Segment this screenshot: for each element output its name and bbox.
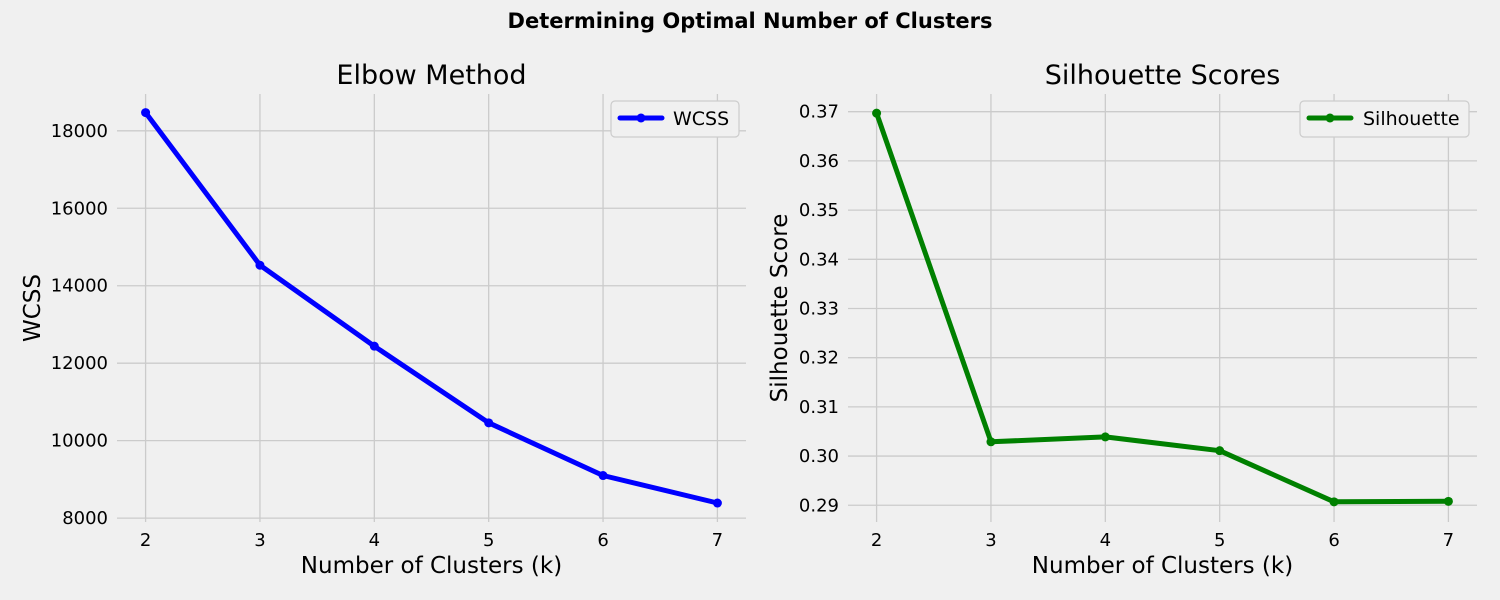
silhouette-y-tick-label: 0.29 xyxy=(799,495,839,516)
elbow-x-tick-label: 3 xyxy=(254,530,265,551)
elbow-gridlines xyxy=(117,94,746,522)
silhouette-x-axis-label: Number of Clusters (k) xyxy=(1032,553,1293,579)
elbow-data-point xyxy=(369,341,379,351)
elbow-x-axis-label: Number of Clusters (k) xyxy=(301,553,562,579)
silhouette-data-point xyxy=(1329,497,1339,507)
elbow-x-tick-label: 5 xyxy=(483,530,494,551)
silhouette-x-tick-label: 7 xyxy=(1443,530,1454,551)
elbow-data-point xyxy=(598,471,608,481)
elbow-x-tick-label: 4 xyxy=(369,530,380,551)
elbow-y-tick-label: 10000 xyxy=(51,431,108,452)
silhouette-data-point xyxy=(1100,432,1110,442)
elbow-data-point xyxy=(141,108,151,118)
silhouette-x-tick-label: 4 xyxy=(1100,530,1111,551)
elbow-y-tick-label: 18000 xyxy=(51,121,108,142)
elbow-data-point xyxy=(255,260,265,270)
elbow-y-tick-label: 16000 xyxy=(51,198,108,219)
elbow-legend: WCSS xyxy=(610,100,740,138)
figure-title: Determining Optimal Number of Clusters xyxy=(508,9,993,33)
elbow-series xyxy=(141,108,722,508)
silhouette-y-tick-label: 0.35 xyxy=(799,200,839,221)
silhouette-data-point xyxy=(872,108,882,118)
silhouette-y-tick-label: 0.33 xyxy=(799,298,839,319)
elbow-series-line xyxy=(143,110,720,506)
elbow-y-tick-label: 14000 xyxy=(51,276,108,297)
elbow-x-tick-labels: 2 3 4 5 6 7 xyxy=(140,530,723,551)
silhouette-title: Silhouette Scores xyxy=(1045,60,1281,91)
silhouette-y-tick-label: 0.37 xyxy=(799,102,839,123)
silhouette-x-tick-label: 6 xyxy=(1328,530,1339,551)
silhouette-y-tick-label: 0.34 xyxy=(799,249,839,270)
silhouette-series xyxy=(872,108,1453,507)
elbow-x-tick-label: 2 xyxy=(140,530,151,551)
elbow-y-axis-label: WCSS xyxy=(20,274,46,342)
silhouette-x-tick-labels: 2 3 4 5 6 7 xyxy=(871,530,1454,551)
silhouette-x-tick-label: 5 xyxy=(1214,530,1225,551)
silhouette-y-tick-labels: 0.29 0.30 0.31 0.32 0.33 0.34 0.35 0.36 0.37 xyxy=(799,102,839,517)
silhouette-y-tick-label: 0.31 xyxy=(799,397,839,418)
elbow-x-tick-label: 6 xyxy=(597,530,608,551)
silhouette-legend: Silhouette xyxy=(1299,100,1470,138)
silhouette-y-tick-label: 0.30 xyxy=(799,446,839,467)
elbow-y-tick-labels: 8000 10000 12000 14000 16000 18000 xyxy=(51,121,108,529)
silhouette-x-tick-label: 2 xyxy=(871,530,882,551)
silhouette-legend-marker xyxy=(1325,113,1335,123)
silhouette-y-tick-label: 0.32 xyxy=(799,348,839,369)
silhouette-legend-label: Silhouette xyxy=(1363,108,1460,130)
silhouette-data-point xyxy=(986,437,996,447)
silhouette-series-line xyxy=(874,110,1451,505)
elbow-plot-area xyxy=(117,94,746,522)
elbow-y-tick-label: 12000 xyxy=(51,353,108,374)
silhouette-legend-box xyxy=(1299,100,1470,138)
elbow-data-point xyxy=(712,498,722,508)
elbow-legend-label: WCSS xyxy=(673,108,729,130)
elbow-title: Elbow Method xyxy=(336,60,526,91)
elbow-legend-marker xyxy=(636,113,646,123)
silhouette-x-tick-label: 3 xyxy=(985,530,996,551)
elbow-x-tick-label: 7 xyxy=(712,530,723,551)
silhouette-data-point xyxy=(1443,496,1453,506)
silhouette-data-point xyxy=(1215,446,1225,456)
elbow-y-tick-label: 8000 xyxy=(62,508,108,529)
silhouette-y-axis-label: Silhouette Score xyxy=(767,214,793,403)
elbow-panel: 2 3 4 5 6 7 8000 10000 12000 14000 16000 18000 Elb… xyxy=(20,60,746,579)
silhouette-y-tick-label: 0.36 xyxy=(799,151,839,172)
elbow-legend-box xyxy=(610,100,740,138)
elbow-data-point xyxy=(484,418,494,428)
